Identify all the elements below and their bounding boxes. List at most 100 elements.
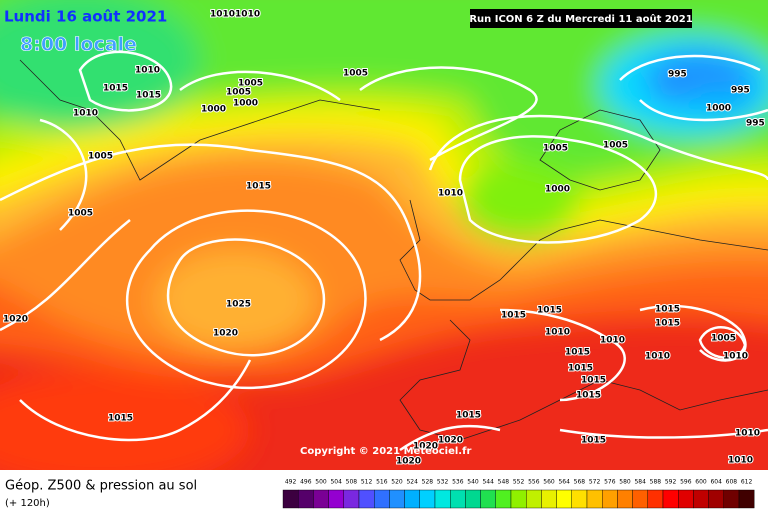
isobar-label: 1005 — [711, 334, 736, 344]
isobar-label: 1010 — [438, 189, 463, 199]
scale-label: 548 — [498, 479, 510, 486]
isobar-label: 1000 — [545, 185, 570, 195]
isobar-label: 1020 — [396, 457, 421, 467]
isobar-label: 1015 — [568, 364, 593, 374]
isobar-label: 1025 — [226, 300, 251, 310]
isobar-label: 1005 — [88, 152, 113, 162]
isobar-label: 1020 — [438, 436, 463, 446]
isobar-label: 1015 — [136, 91, 161, 101]
isobar-label: 1020 — [413, 442, 438, 452]
scale-label: 576 — [604, 479, 616, 486]
scale-label: 608 — [726, 479, 738, 486]
scale-label: 592 — [665, 479, 677, 486]
scale-label: 572 — [589, 479, 601, 486]
isobar-label: 1010 — [600, 336, 625, 346]
isobar-label: 1015 — [581, 436, 606, 446]
scale-label: 600 — [695, 479, 707, 486]
scale-swatch — [480, 489, 497, 509]
scale-label: 568 — [574, 479, 586, 486]
isobar-label: 1005 — [68, 209, 93, 219]
scale-swatch — [556, 489, 572, 509]
scale-swatch — [510, 489, 527, 509]
isobars — [0, 50, 768, 452]
isobar-label: 1000 — [201, 105, 226, 115]
scale-swatch — [313, 489, 329, 509]
isobar-label: 1010 — [645, 352, 670, 362]
scale-swatch — [738, 489, 755, 509]
run-info: Run ICON 6 Z du Mercredi 11 août 2021 — [469, 13, 692, 25]
isobar-label: 1010 — [135, 66, 160, 76]
isobar-label: 1005 — [603, 141, 628, 151]
geopotential-field — [0, 0, 768, 470]
isobar-label: 1020 — [213, 329, 238, 339]
isobar-label: 1015 — [456, 411, 481, 421]
isobar-label: 1010 — [735, 429, 760, 439]
scale-swatch — [343, 489, 360, 509]
scale-label: 596 — [680, 479, 692, 486]
isobar-label: 995 — [731, 86, 750, 96]
scale-swatch — [571, 489, 588, 509]
isobar-label: 1015 — [108, 414, 133, 424]
scale-swatch — [389, 489, 405, 509]
isobar-label: 10101010 — [210, 10, 260, 20]
scale-label: 528 — [422, 479, 434, 486]
run-box — [470, 9, 692, 28]
scale-label: 536 — [452, 479, 464, 486]
scale-label: 504 — [330, 479, 342, 486]
scale-swatch — [647, 489, 664, 509]
coastlines — [19, 59, 768, 441]
scale-label: 564 — [558, 479, 570, 486]
scale-label: 552 — [513, 479, 525, 486]
scale-swatch — [678, 489, 694, 509]
isobar-label: 1010 — [728, 456, 753, 466]
scale-label: 584 — [634, 479, 646, 486]
scale-label: 508 — [346, 479, 358, 486]
scale-label: 532 — [437, 479, 449, 486]
footer-title: Géop. Z500 & pression au sol — [5, 479, 197, 494]
scale-label: 556 — [528, 479, 540, 486]
isobar-label: 1010 — [73, 109, 98, 119]
scale-label: 500 — [315, 479, 327, 486]
scale-swatch — [434, 489, 451, 509]
isobar-label: 1010 — [545, 328, 570, 338]
scale-label: 524 — [406, 479, 418, 486]
scale-label: 540 — [467, 479, 479, 486]
scale-swatch — [541, 489, 557, 509]
isobar-label: 1015 — [565, 348, 590, 358]
scale-label: 512 — [361, 479, 373, 486]
footer-lead: (+ 120h) — [5, 498, 50, 509]
scale-swatch — [465, 489, 481, 509]
isobar-label: 1005 — [238, 79, 263, 89]
isobar-label: 1005 — [226, 88, 251, 98]
scale-swatch — [708, 489, 724, 509]
scale-swatch — [662, 489, 679, 509]
scale-label: 496 — [300, 479, 312, 486]
forecast-time: 8:00 locale — [20, 34, 137, 56]
scale-swatch — [450, 489, 466, 509]
scale-swatch — [328, 489, 345, 509]
scale-swatch — [419, 489, 436, 509]
scale-label: 612 — [741, 479, 753, 486]
scale-swatch — [404, 489, 421, 509]
scale-label: 588 — [650, 479, 662, 486]
forecast-date: Lundi 16 août 2021 — [4, 8, 167, 26]
scale-label: 520 — [391, 479, 403, 486]
isobar-label: 1015 — [246, 182, 271, 192]
scale-label: 492 — [285, 479, 297, 486]
isobar-label: 1005 — [543, 144, 568, 154]
isobar-labels: 1010101010101015101510051005100010001005… — [2, 9, 766, 468]
scale-label: 516 — [376, 479, 388, 486]
scale-swatch — [693, 489, 709, 509]
scale-swatch — [374, 489, 390, 509]
scale-swatch — [282, 489, 299, 509]
isobar-label: 1000 — [233, 99, 258, 109]
scale-swatch — [617, 489, 633, 509]
scale-swatch — [526, 489, 542, 509]
isobar-label: 1000 — [706, 104, 731, 114]
isobar-label: 1005 — [343, 69, 368, 79]
isobar-label: 1015 — [581, 376, 606, 386]
isobar-label: 1020 — [3, 315, 28, 325]
scale-swatch — [723, 489, 740, 509]
isobar-label: 1015 — [103, 84, 128, 94]
